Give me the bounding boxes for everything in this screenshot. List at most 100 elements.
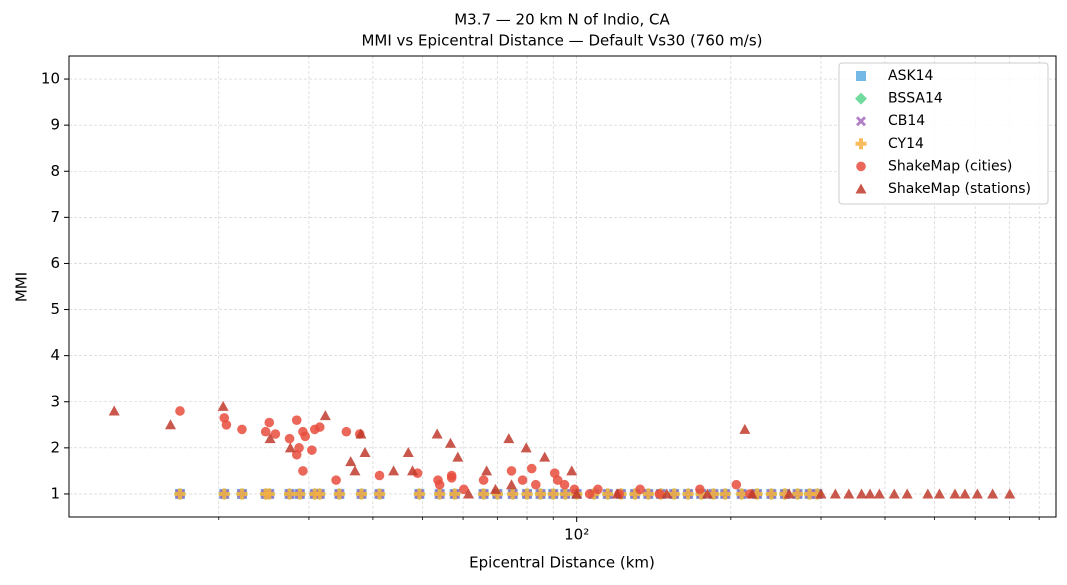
point — [374, 470, 385, 481]
legend-label: CY14 — [888, 136, 924, 152]
point — [547, 488, 559, 500]
point — [552, 475, 563, 485]
point — [434, 479, 445, 490]
plot-area — [108, 400, 1016, 500]
point — [571, 488, 583, 499]
point — [355, 488, 367, 500]
y-tick-label: 1 — [50, 484, 60, 502]
y-tick-label: 10 — [41, 70, 60, 88]
point — [535, 488, 547, 500]
point — [175, 406, 185, 416]
y-tick-label: 8 — [50, 162, 60, 180]
point — [864, 488, 876, 499]
point — [284, 433, 295, 444]
point — [291, 415, 302, 425]
legend-label: ShakeMap (stations) — [888, 181, 1031, 197]
point — [1004, 488, 1016, 499]
point — [765, 488, 777, 500]
point — [736, 488, 748, 500]
point — [949, 488, 961, 499]
point — [815, 488, 827, 499]
y-tick-label: 7 — [50, 208, 60, 226]
point — [901, 488, 913, 499]
point — [506, 479, 518, 490]
point — [349, 465, 361, 476]
legend: ASK14 BSSA14 CB14 CY14 ShakeMap (cities) Shak… — [838, 62, 1049, 205]
point — [971, 488, 983, 499]
chart-title: M3.7 — 20 km N of Indio, CA — [454, 11, 670, 29]
point — [452, 451, 464, 462]
point — [444, 437, 456, 448]
point — [746, 488, 758, 499]
point — [294, 488, 306, 500]
point — [811, 488, 823, 500]
point — [341, 426, 352, 437]
point — [446, 473, 457, 483]
point — [635, 484, 645, 495]
legend-label: ASK14 — [888, 68, 934, 84]
y-tick-label: 5 — [50, 300, 60, 318]
y-axis-label: MMI — [13, 272, 31, 302]
point — [217, 400, 229, 411]
point — [431, 428, 443, 439]
point — [783, 488, 795, 499]
point — [856, 488, 868, 499]
point — [463, 488, 475, 499]
y-tick-label: 9 — [50, 116, 60, 134]
legend-label: CB14 — [888, 113, 925, 129]
point — [707, 488, 719, 500]
point — [355, 428, 367, 439]
point — [359, 446, 371, 457]
legend-marker — [855, 92, 867, 105]
point — [489, 483, 501, 494]
point — [719, 488, 731, 500]
point — [584, 489, 595, 499]
point — [804, 488, 816, 500]
point — [987, 488, 999, 499]
point — [642, 488, 654, 500]
point — [270, 429, 281, 439]
point — [298, 466, 308, 476]
point — [402, 446, 414, 457]
y-tick-label: 2 — [50, 438, 60, 456]
point — [539, 451, 551, 462]
point — [407, 465, 419, 476]
point — [888, 488, 900, 499]
point — [491, 488, 503, 500]
point — [300, 431, 310, 442]
point — [165, 419, 177, 430]
legend-marker — [855, 138, 867, 150]
point — [264, 433, 276, 444]
point — [843, 488, 855, 499]
point — [661, 488, 673, 499]
point — [751, 488, 763, 500]
point — [566, 465, 578, 476]
y-tick-label: 6 — [50, 254, 60, 272]
legend-label: ShakeMap (cities) — [888, 158, 1012, 174]
x-axis-label: Epicentral Distance (km) — [469, 554, 655, 572]
point — [873, 488, 885, 499]
point — [345, 456, 357, 467]
point — [829, 488, 841, 499]
point — [593, 484, 603, 495]
point — [611, 488, 623, 499]
point — [478, 475, 489, 485]
point — [333, 488, 345, 500]
point — [779, 488, 791, 500]
point — [413, 488, 425, 500]
plot-frame — [68, 55, 1057, 518]
point — [933, 488, 945, 499]
legend-marker — [855, 183, 867, 194]
point — [174, 488, 186, 500]
x-tick-label: 10² — [564, 526, 589, 544]
point — [314, 488, 326, 500]
point — [922, 488, 934, 499]
legend-marker — [856, 71, 866, 81]
point — [237, 424, 247, 435]
point — [449, 488, 461, 500]
point — [559, 488, 571, 500]
point — [388, 465, 400, 476]
point — [654, 489, 665, 499]
point — [530, 479, 541, 490]
point — [319, 410, 331, 421]
